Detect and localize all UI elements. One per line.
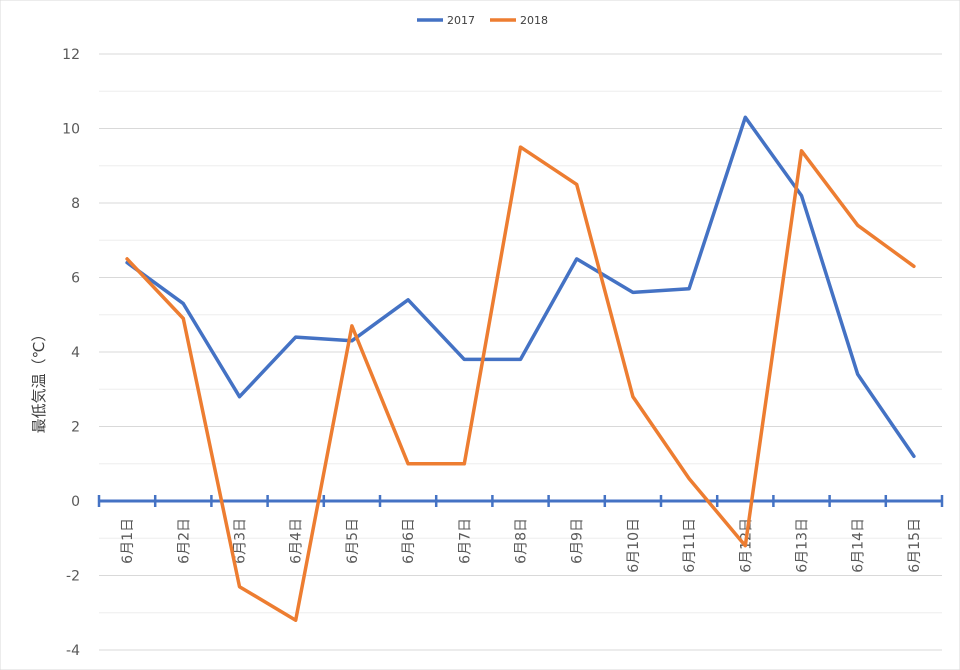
y-axis: -4 -2 0 2 4 6 8 10 12 <box>62 47 80 659</box>
x-category-label: 6月6日 <box>401 518 417 564</box>
y-tick-label: 0 <box>71 494 80 510</box>
x-category-label: 6月8日 <box>514 518 530 564</box>
y-tick-label: 10 <box>62 122 80 138</box>
series-line-2018 <box>125 145 916 622</box>
x-category-label: 6月5日 <box>345 518 361 564</box>
x-category-label: 6月1日 <box>120 518 136 564</box>
y-axis-title: 最低気温（℃） <box>30 327 48 434</box>
x-category-label: 6月13日 <box>795 518 811 573</box>
series-line-2017 <box>125 115 916 459</box>
y-tick-label: 8 <box>71 196 80 212</box>
legend-label: 2018 <box>520 14 548 27</box>
y-tick-label: -4 <box>66 643 80 659</box>
x-category-label: 6月10日 <box>626 518 642 573</box>
x-axis: 6月1日 6月2日 6月3日 6月4日 6月5日 6月6日 6月7日 6月8日 6月9日 6月10… <box>97 495 944 573</box>
x-category-label: 6月7日 <box>457 518 473 564</box>
y-tick-label: -2 <box>66 569 80 585</box>
y-tick-label: 6 <box>71 271 80 287</box>
y-tick-label: 2 <box>71 420 80 436</box>
x-category-label: 6月2日 <box>176 518 192 564</box>
x-category-label: 6月3日 <box>233 518 249 564</box>
x-category-label: 6月11日 <box>682 518 698 573</box>
series-lines <box>125 115 916 622</box>
x-category-label: 6月9日 <box>570 518 586 564</box>
gridlines <box>99 53 942 651</box>
x-category-label: 6月14日 <box>851 518 867 573</box>
x-category-label: 6月4日 <box>289 518 305 564</box>
x-category-label: 6月15日 <box>907 518 923 573</box>
legend: 2017 2018 <box>417 14 548 27</box>
y-tick-label: 12 <box>62 47 80 63</box>
legend-label: 2017 <box>447 14 475 27</box>
y-tick-label: 4 <box>71 345 80 361</box>
